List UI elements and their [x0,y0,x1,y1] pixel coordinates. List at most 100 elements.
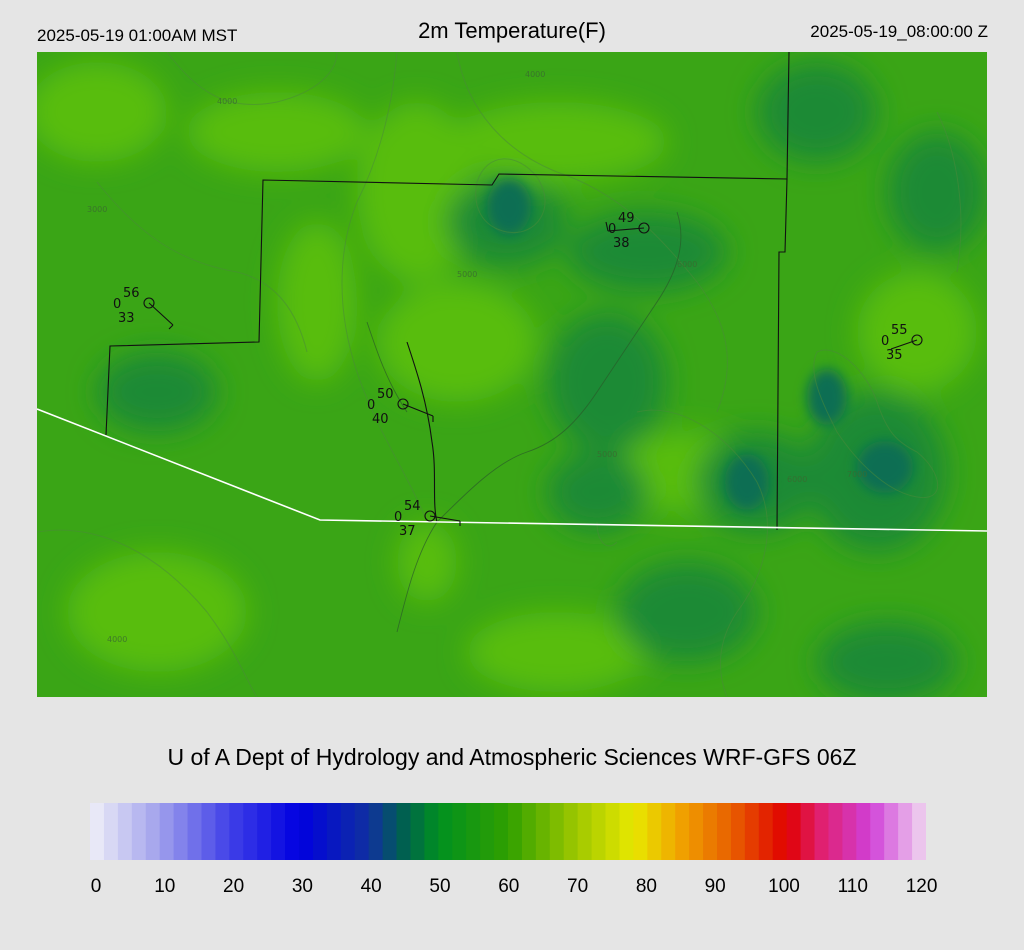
colorbar-swatch [354,803,370,860]
colorbar-swatch [912,803,926,860]
colorbar-tick-label: 30 [291,876,313,897]
colorbar-swatch [257,803,272,860]
colorbar-swatch [215,803,230,860]
station-dewpoint: 33 [118,311,135,326]
colorbar-swatch [382,803,398,860]
station-temperature: 54 [404,499,421,514]
station-temperature: 49 [618,211,635,226]
station-temperature: 50 [377,387,394,402]
colorbar-swatch [271,803,286,860]
station-dewpoint: 37 [399,524,416,539]
colorbar-swatch [494,803,509,860]
temperature-map: 4000 4000 5000 6000 6000 7000 3000 5000 … [37,52,987,697]
station-temperature: 56 [123,286,140,301]
colorbar-swatch [675,803,690,860]
colorbar-tick-labels: 0 10 20 30 40 50 60 70 80 90 100 110 120 [0,876,1024,900]
colorbar-swatch [159,803,175,860]
temperature-map-svg: 4000 4000 5000 6000 6000 7000 3000 5000 … [37,52,987,697]
local-time-label: 2025-05-19 01:00AM MST [37,26,238,45]
colorbar-swatch [229,803,244,860]
colorbar-swatch [90,803,105,860]
colorbar-swatch [117,803,133,860]
colorbar-swatch [285,803,300,860]
colorbar-swatch [605,803,621,860]
colorbar-swatch [187,803,203,860]
station-circle [143,297,155,309]
roads [366,211,682,633]
county-boundaries [105,52,790,531]
station-circle [424,510,436,522]
station-circle [911,334,923,346]
colorbar-swatch [870,803,885,860]
colorbar-swatch [201,803,216,860]
colorbar-swatch [173,803,189,860]
station-cloud-code: 0 [367,398,375,413]
wind-barb [148,302,174,330]
colorbar-tick-label: 40 [360,876,382,897]
station-temperature: 55 [891,323,908,338]
colorbar-swatch [410,803,425,860]
colorbar-swatch [131,803,147,860]
colorbar-swatch [591,803,607,860]
colorbar-swatch [103,803,119,860]
station-cloud-code: 0 [881,334,889,349]
colorbar-swatch [466,803,481,860]
colorbar-swatch [814,803,830,860]
contour-label: 7000 [847,470,867,479]
colorbar-swatch [647,803,662,860]
colorbar-swatch [884,803,899,860]
colorbar-tick-label: 20 [223,876,245,897]
cold-spots [487,179,913,510]
wind-barb [402,403,434,422]
colorbar-swatch [786,803,802,860]
colorbar-swatch [661,803,676,860]
colorbar-swatch [243,803,258,860]
temperature-colorbar [90,803,926,860]
colorbar-tick-label: 120 [905,876,938,897]
station-dewpoint: 40 [372,412,389,427]
colorbar-swatch [424,803,439,860]
station-cloud-code: 0 [113,297,121,312]
colorbar-tick-label: 80 [635,876,657,897]
temperature-shading [37,62,987,697]
wind-barb [890,339,918,350]
credit-line: U of A Dept of Hydrology and Atmospheric… [167,744,857,770]
map-title: 2m Temperature(F) [418,18,606,43]
colorbar-swatch [396,803,412,860]
colorbar-swatch [326,803,342,860]
colorbar-swatch [563,803,579,860]
colorbar-tick-label: 50 [429,876,451,897]
contour-label: 5000 [597,450,617,459]
wind-barb [429,515,461,526]
colorbar-swatch [299,803,314,860]
station-circle [397,398,409,410]
contour-label: 4000 [107,635,127,644]
station-cloud-code: 0 [608,222,616,237]
colorbar-tick-label: 70 [567,876,589,897]
colorbar-swatch [772,803,788,860]
colorbar-tick-label: 0 [90,876,102,897]
colorbar-tick-label: 110 [837,876,868,897]
contour-label: 4000 [525,70,545,79]
colorbar-swatch [535,803,551,860]
station-dewpoint: 38 [613,236,630,251]
colorbar-swatch [521,803,537,860]
colorbar-swatch [717,803,732,860]
state-border [37,408,987,532]
station-dewpoint: 35 [886,348,903,363]
colorbar-swatch [312,803,328,860]
contour-label: 6000 [787,475,807,484]
valid-time-label: 2025-05-19_08:00:00 Z [810,22,988,41]
colorbar-swatch [480,803,495,860]
colorbar-swatch [619,803,634,860]
colorbar-swatch [758,803,774,860]
elevation-contours [37,52,962,697]
colorbar-swatch [438,803,453,860]
colorbar-swatch [730,803,746,860]
colorbar-swatch [452,803,467,860]
